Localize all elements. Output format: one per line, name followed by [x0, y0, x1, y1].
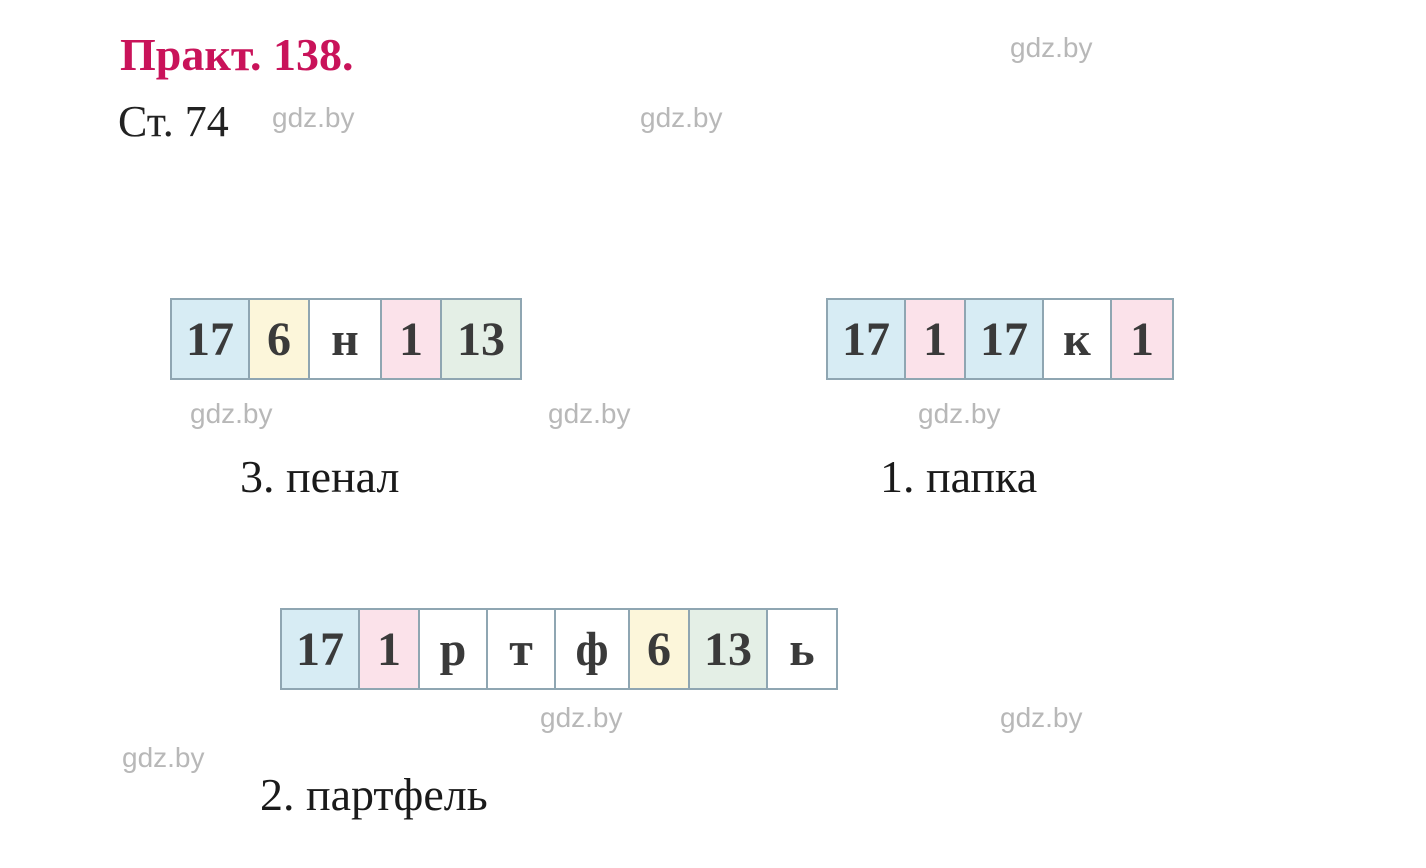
puzzle-penal: 176н113 [170, 298, 522, 380]
watermark: gdz.by [548, 398, 631, 430]
puzzle-papka-answer: 1. папка [880, 450, 1037, 503]
puzzle-penal-answer: 3. пенал [240, 450, 399, 503]
cipher-cell: н [310, 300, 382, 378]
watermark: gdz.by [190, 398, 273, 430]
cipher-cell: 6 [630, 610, 690, 688]
cipher-cell: ь [768, 610, 836, 688]
puzzle-partfel: 171ртф613ь [280, 608, 838, 690]
cipher-cell: 17 [828, 300, 906, 378]
cipher-cell: р [420, 610, 488, 688]
puzzle-partfel-answer: 2. партфель [260, 768, 488, 821]
watermark: gdz.by [640, 102, 723, 134]
cipher-cell: 6 [250, 300, 310, 378]
cipher-cell: 17 [282, 610, 360, 688]
watermark: gdz.by [1000, 702, 1083, 734]
cipher-cell: 1 [382, 300, 442, 378]
cipher-cell: 17 [966, 300, 1044, 378]
cipher-cell: к [1044, 300, 1112, 378]
watermark: gdz.by [122, 742, 205, 774]
watermark: gdz.by [272, 102, 355, 134]
cipher-cell: 13 [442, 300, 520, 378]
cipher-cell: 1 [360, 610, 420, 688]
watermark: gdz.by [1010, 32, 1093, 64]
cipher-cell: т [488, 610, 556, 688]
cipher-cell: 1 [1112, 300, 1172, 378]
exercise-title: Практ. 138. [120, 28, 354, 81]
cipher-cell: ф [556, 610, 630, 688]
cipher-cell: 1 [906, 300, 966, 378]
watermark: gdz.by [540, 702, 623, 734]
puzzle-papka: 17117к1 [826, 298, 1174, 380]
cipher-cell: 13 [690, 610, 768, 688]
watermark: gdz.by [918, 398, 1001, 430]
cipher-cell: 17 [172, 300, 250, 378]
page-reference: Ст. 74 [118, 96, 229, 147]
